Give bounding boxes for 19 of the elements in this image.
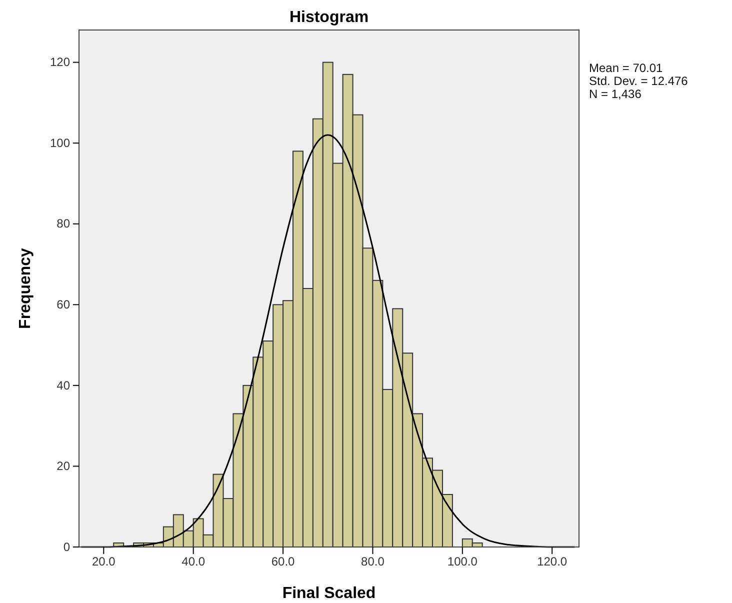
- y-tick-label: 80: [56, 216, 70, 231]
- chart-title: Histogram: [289, 9, 369, 26]
- y-tick-label: 40: [56, 378, 70, 392]
- x-tick-label: 60.0: [271, 554, 296, 569]
- y-tick-label: 120: [50, 55, 70, 70]
- y-axis-title: Frequency: [17, 248, 34, 329]
- y-tick-label: 100: [50, 136, 70, 150]
- text: N = 1,436: [589, 87, 642, 101]
- x-tick-label: 120.0: [537, 554, 568, 569]
- x-tick-label: 100.0: [447, 554, 478, 569]
- y-tick-label: 20: [56, 459, 70, 474]
- x-tick-label: 80.0: [361, 554, 385, 569]
- x-tick-label: 40.0: [182, 554, 206, 569]
- y-tick-label: 60: [56, 297, 70, 312]
- y-tick-label: 0: [63, 540, 70, 554]
- x-axis-title: Final Scaled: [282, 585, 376, 602]
- text: Mean = 70.01: [589, 61, 664, 75]
- x-tick-label: 20.0: [92, 554, 116, 569]
- text: Std. Dev. = 12.476: [589, 74, 688, 88]
